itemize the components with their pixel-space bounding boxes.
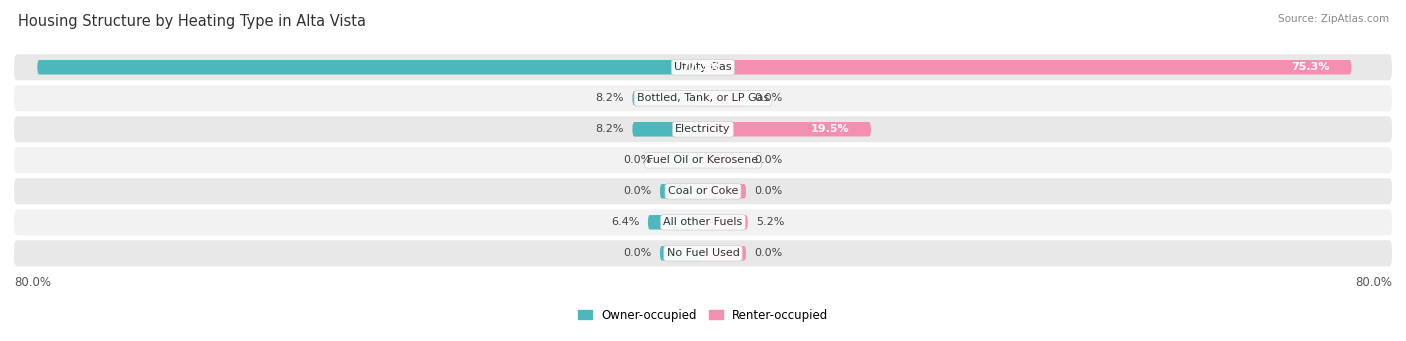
FancyBboxPatch shape bbox=[703, 60, 1351, 75]
Text: 0.0%: 0.0% bbox=[755, 93, 783, 103]
FancyBboxPatch shape bbox=[659, 153, 703, 167]
Text: Fuel Oil or Kerosene: Fuel Oil or Kerosene bbox=[647, 155, 759, 165]
Text: 80.0%: 80.0% bbox=[14, 276, 51, 288]
FancyBboxPatch shape bbox=[14, 116, 1392, 142]
Text: Utility Gas: Utility Gas bbox=[675, 62, 731, 72]
FancyBboxPatch shape bbox=[648, 215, 703, 229]
FancyBboxPatch shape bbox=[14, 178, 1392, 204]
Text: Coal or Coke: Coal or Coke bbox=[668, 186, 738, 196]
Text: Electricity: Electricity bbox=[675, 124, 731, 134]
Text: 80.0%: 80.0% bbox=[1355, 276, 1392, 288]
FancyBboxPatch shape bbox=[14, 209, 1392, 235]
FancyBboxPatch shape bbox=[703, 122, 870, 136]
Text: All other Fuels: All other Fuels bbox=[664, 217, 742, 227]
Text: 0.0%: 0.0% bbox=[623, 248, 651, 258]
FancyBboxPatch shape bbox=[14, 54, 1392, 80]
Text: 0.0%: 0.0% bbox=[755, 248, 783, 258]
FancyBboxPatch shape bbox=[14, 85, 1392, 111]
Text: 6.4%: 6.4% bbox=[610, 217, 640, 227]
Text: Source: ZipAtlas.com: Source: ZipAtlas.com bbox=[1278, 14, 1389, 24]
Legend: Owner-occupied, Renter-occupied: Owner-occupied, Renter-occupied bbox=[572, 304, 834, 326]
FancyBboxPatch shape bbox=[633, 91, 703, 105]
Text: 0.0%: 0.0% bbox=[623, 155, 651, 165]
FancyBboxPatch shape bbox=[14, 240, 1392, 266]
Text: 8.2%: 8.2% bbox=[595, 124, 624, 134]
Text: 75.3%: 75.3% bbox=[1292, 62, 1330, 72]
Text: 8.2%: 8.2% bbox=[595, 93, 624, 103]
Text: Housing Structure by Heating Type in Alta Vista: Housing Structure by Heating Type in Alt… bbox=[18, 14, 367, 29]
FancyBboxPatch shape bbox=[38, 60, 703, 75]
FancyBboxPatch shape bbox=[703, 184, 747, 198]
Text: 19.5%: 19.5% bbox=[811, 124, 849, 134]
FancyBboxPatch shape bbox=[659, 246, 703, 261]
FancyBboxPatch shape bbox=[703, 91, 747, 105]
Text: 77.3%: 77.3% bbox=[682, 62, 720, 72]
FancyBboxPatch shape bbox=[703, 153, 747, 167]
FancyBboxPatch shape bbox=[703, 246, 747, 261]
Text: 0.0%: 0.0% bbox=[623, 186, 651, 196]
Text: 0.0%: 0.0% bbox=[755, 155, 783, 165]
Text: No Fuel Used: No Fuel Used bbox=[666, 248, 740, 258]
FancyBboxPatch shape bbox=[703, 215, 748, 229]
Text: Bottled, Tank, or LP Gas: Bottled, Tank, or LP Gas bbox=[637, 93, 769, 103]
Text: 5.2%: 5.2% bbox=[756, 217, 785, 227]
FancyBboxPatch shape bbox=[14, 147, 1392, 173]
FancyBboxPatch shape bbox=[659, 184, 703, 198]
FancyBboxPatch shape bbox=[633, 122, 703, 136]
Text: 0.0%: 0.0% bbox=[755, 186, 783, 196]
